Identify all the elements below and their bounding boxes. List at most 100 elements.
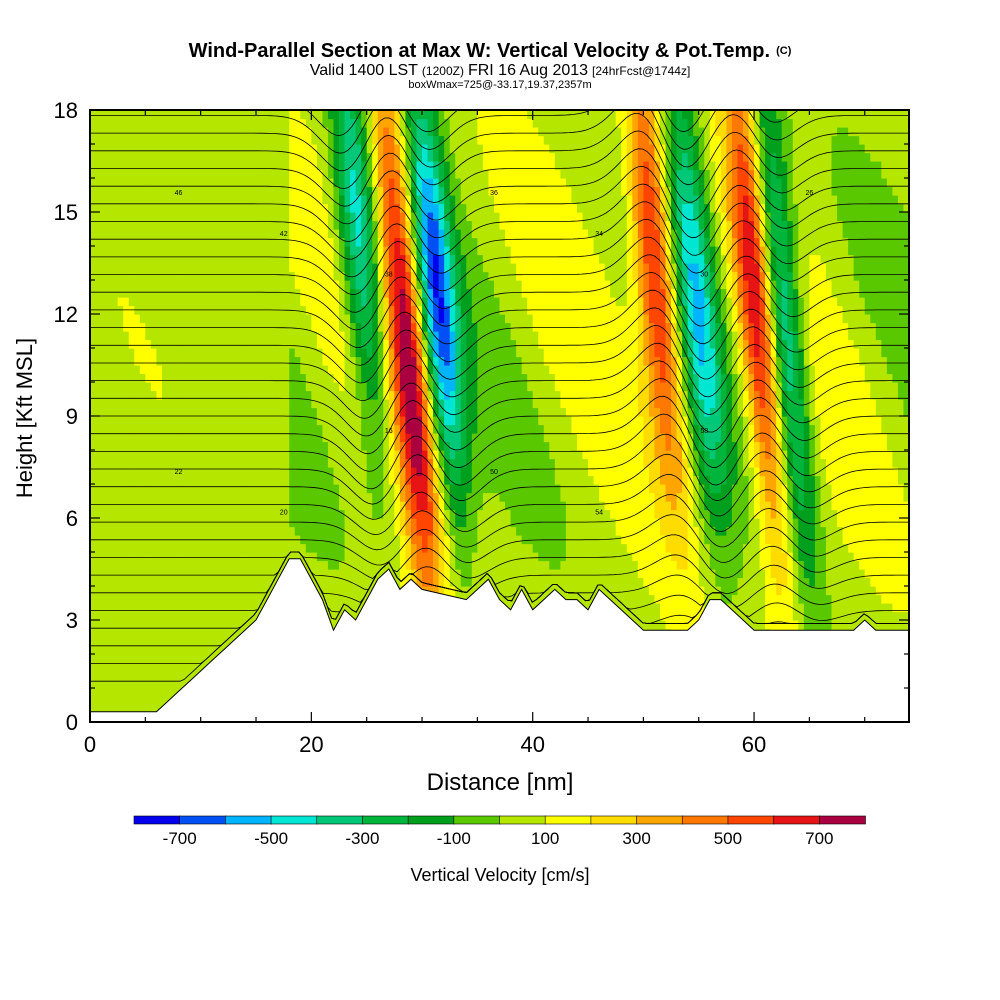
field-cell bbox=[239, 144, 246, 154]
field-cell bbox=[250, 467, 257, 477]
field-cell bbox=[250, 586, 257, 596]
field-cell bbox=[294, 543, 301, 553]
field-cell bbox=[399, 322, 407, 332]
field-cell bbox=[217, 127, 224, 137]
field-cell bbox=[101, 433, 108, 443]
field-cell bbox=[361, 178, 368, 188]
field-cell bbox=[173, 127, 180, 137]
field-cell bbox=[184, 577, 191, 587]
field-cell bbox=[433, 178, 440, 188]
field-cell bbox=[150, 195, 157, 205]
field-cell bbox=[438, 246, 445, 256]
field-cell bbox=[228, 339, 235, 349]
field-cell bbox=[278, 135, 285, 145]
field-cell bbox=[405, 297, 412, 307]
field-cell bbox=[233, 110, 241, 120]
field-cell bbox=[388, 416, 395, 426]
field-cell bbox=[355, 348, 362, 358]
field-cell bbox=[139, 152, 146, 162]
field-cell bbox=[327, 280, 335, 290]
field-cell bbox=[460, 288, 467, 298]
field-cell bbox=[123, 628, 130, 638]
field-cell bbox=[106, 288, 113, 298]
field-cell bbox=[112, 620, 119, 630]
field-cell bbox=[405, 348, 412, 358]
field-cell bbox=[206, 161, 213, 171]
field-cell bbox=[305, 288, 312, 298]
field-cell bbox=[195, 135, 202, 145]
field-cell bbox=[471, 577, 478, 587]
field-cell bbox=[361, 220, 368, 230]
field-cell bbox=[189, 237, 196, 247]
field-cell bbox=[173, 501, 180, 511]
field-cell bbox=[261, 467, 268, 477]
field-cell bbox=[405, 161, 412, 171]
field-cell bbox=[355, 271, 362, 281]
field-cell bbox=[134, 135, 141, 145]
field-cell bbox=[333, 382, 340, 392]
field-cell bbox=[383, 552, 390, 562]
field-cell bbox=[361, 416, 368, 426]
field-cell bbox=[173, 373, 180, 383]
field-cell bbox=[311, 348, 318, 358]
field-cell bbox=[101, 322, 108, 332]
field-cell bbox=[228, 424, 235, 434]
field-cell bbox=[134, 280, 141, 290]
field-cell bbox=[128, 518, 135, 528]
field-cell bbox=[173, 271, 180, 281]
field-cell bbox=[228, 407, 235, 417]
field-cell bbox=[427, 195, 434, 205]
field-cell bbox=[195, 399, 202, 409]
field-cell bbox=[344, 169, 351, 179]
field-cell bbox=[272, 501, 279, 511]
field-cell bbox=[156, 671, 163, 681]
field-cell bbox=[377, 314, 384, 324]
field-cell bbox=[339, 526, 346, 536]
field-cell bbox=[178, 331, 185, 341]
field-cell bbox=[139, 569, 146, 579]
field-cell bbox=[278, 144, 285, 154]
field-cell bbox=[377, 331, 384, 341]
field-cell bbox=[222, 407, 229, 417]
field-cell bbox=[112, 135, 119, 145]
field-cell bbox=[410, 331, 418, 341]
field-cell bbox=[410, 288, 418, 298]
field-cell bbox=[388, 475, 395, 485]
field-cell bbox=[145, 144, 152, 154]
field-cell bbox=[139, 339, 146, 349]
field-cell bbox=[128, 603, 135, 613]
field-cell bbox=[405, 518, 412, 528]
field-cell bbox=[405, 212, 412, 222]
field-cell bbox=[261, 339, 268, 349]
field-cell bbox=[427, 246, 434, 256]
field-cell bbox=[128, 467, 135, 477]
field-cell bbox=[278, 169, 285, 179]
field-cell bbox=[322, 254, 329, 264]
field-cell bbox=[460, 399, 467, 409]
field-cell bbox=[422, 203, 429, 213]
field-cell bbox=[184, 594, 191, 604]
field-cell bbox=[145, 645, 152, 655]
field-cell bbox=[350, 271, 357, 281]
field-cell bbox=[372, 110, 379, 120]
field-cell bbox=[206, 144, 213, 154]
field-cell bbox=[322, 433, 329, 443]
field-cell bbox=[261, 254, 268, 264]
field-cell bbox=[410, 152, 418, 162]
field-cell bbox=[261, 348, 268, 358]
field-cell bbox=[123, 237, 130, 247]
field-cell bbox=[444, 416, 451, 426]
field-cell bbox=[161, 492, 169, 502]
field-cell bbox=[300, 390, 307, 400]
field-cell bbox=[217, 475, 224, 485]
field-cell bbox=[438, 416, 445, 426]
field-cell bbox=[372, 543, 379, 553]
field-cell bbox=[283, 246, 290, 256]
field-cell bbox=[316, 246, 324, 256]
field-cell bbox=[283, 144, 290, 154]
field-cell bbox=[289, 186, 296, 196]
field-cell bbox=[206, 509, 213, 519]
field-cell bbox=[178, 212, 185, 222]
field-cell bbox=[377, 475, 384, 485]
field-cell bbox=[377, 543, 384, 553]
